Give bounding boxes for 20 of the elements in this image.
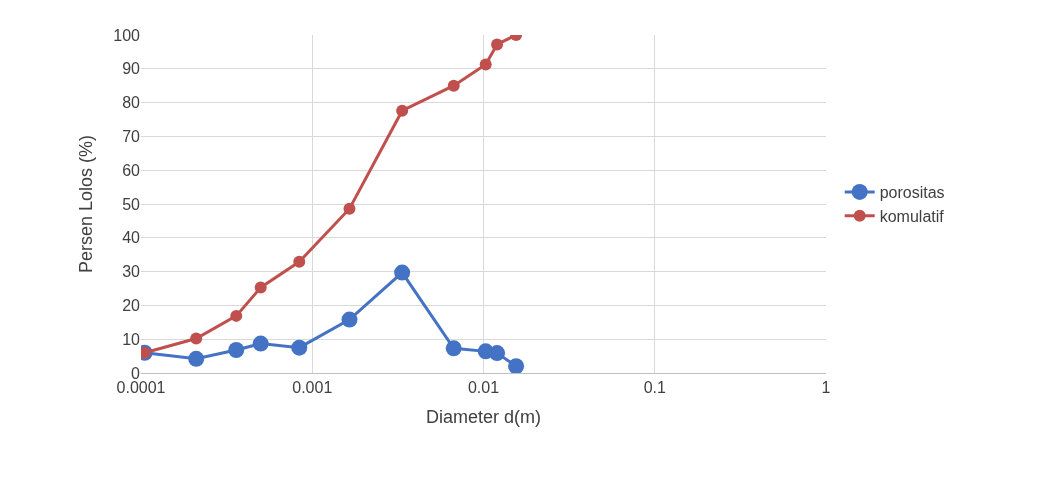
x-tick-label: 0.01 xyxy=(467,379,500,397)
y-tick-label: 70 xyxy=(122,128,141,145)
y-tick-label: 0 xyxy=(131,364,141,382)
y-tick-label: 30 xyxy=(122,263,141,281)
y-tick-label: 80 xyxy=(122,94,141,112)
y-tick-label: 40 xyxy=(122,229,141,247)
legend-label: komulatif xyxy=(879,207,945,225)
y-axis-title: Persen Lolos (%) xyxy=(76,134,97,274)
y-tick-label: 60 xyxy=(122,161,141,179)
y-tick-label: 10 xyxy=(122,330,141,348)
x-tick-label: 0.0001 xyxy=(116,379,166,397)
y-tick-label: 20 xyxy=(122,297,141,314)
y-tick-label: 90 xyxy=(122,60,141,78)
x-tick-label: 0.001 xyxy=(292,379,333,397)
x-tick-label: 0.1 xyxy=(643,379,666,397)
y-tick-label: 100 xyxy=(113,26,141,44)
y-tick-label: 50 xyxy=(122,195,141,213)
x-tick-label: 1 xyxy=(821,379,831,397)
legend-label: porositas xyxy=(879,184,945,202)
x-axis-title: Diameter d(m) xyxy=(425,407,542,428)
